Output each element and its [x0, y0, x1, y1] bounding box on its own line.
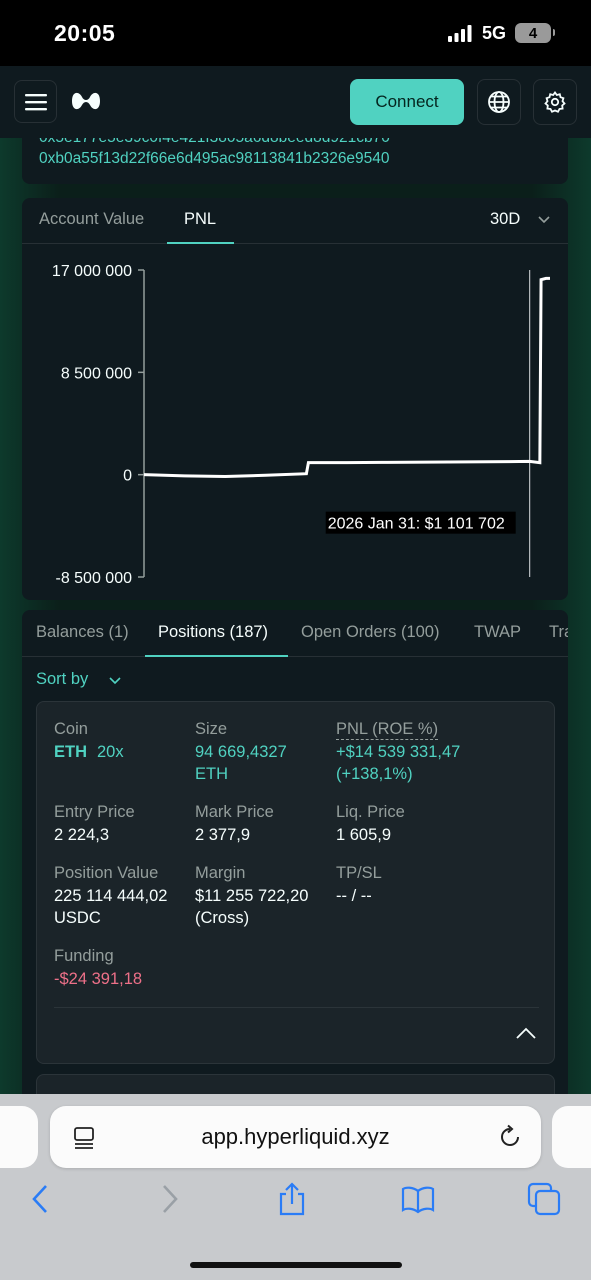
tpsl-value[interactable]: -- / -- — [336, 887, 372, 905]
chart-tooltip: 2026 Jan 31: $1 101 702 — [328, 516, 505, 533]
next-tab-pill[interactable] — [552, 1106, 591, 1168]
home-indicator — [190, 1262, 402, 1268]
battery-icon: 4 — [515, 23, 555, 43]
liq-price-value: 1 605,9 — [336, 826, 392, 844]
status-bar: 20:05 5G 4 — [0, 0, 591, 66]
positions-card: Balances (1) Positions (187) Open Orders… — [22, 610, 568, 1100]
tab-balances[interactable]: Balances (1) — [36, 623, 129, 641]
position-value-unit: USDC — [54, 909, 101, 927]
settings-button[interactable] — [533, 79, 577, 125]
position-value: 225 114 444,02 — [54, 887, 168, 905]
y-tick-label: 0 — [123, 468, 132, 485]
share-icon[interactable] — [275, 1182, 309, 1216]
funding-label: Funding — [54, 947, 114, 965]
margin-mode: (Cross) — [195, 909, 250, 927]
mark-price-value: 2 377,9 — [195, 826, 251, 844]
tab-positions[interactable]: Positions (187) — [158, 623, 269, 641]
address-bar[interactable]: app.hyperliquid.xyz — [50, 1106, 541, 1168]
funding-value: -$24 391,18 — [54, 970, 143, 988]
entry-price-label: Entry Price — [54, 803, 135, 821]
url-text[interactable]: app.hyperliquid.xyz — [201, 1124, 390, 1149]
globe-icon — [488, 91, 510, 113]
hyperliquid-logo[interactable] — [70, 88, 102, 114]
menu-icon — [24, 93, 47, 110]
mark-price-label: Mark Price — [195, 803, 274, 821]
chevron-down-icon[interactable] — [109, 675, 121, 685]
roe-value: (+138,1%) — [336, 765, 413, 783]
entry-price-value: 2 224,3 — [54, 826, 110, 844]
y-tick-label: 8 500 000 — [61, 365, 132, 382]
pnl-chart[interactable]: 17 000 000 8 500 000 0 -8 500 000 2026 Jan … — [22, 244, 568, 600]
pnl-label[interactable]: PNL (ROE %) — [336, 720, 439, 740]
position-row: Coin ETH 20x Size 94 669,4327 ETH PNL (R… — [36, 701, 555, 1064]
app-header: Connect — [0, 66, 591, 138]
size-unit: ETH — [195, 765, 228, 783]
cellular-signal-icon — [448, 25, 472, 42]
positions-tabs: Balances (1) Positions (187) Open Orders… — [22, 610, 568, 657]
position-value-label: Position Value — [54, 864, 159, 882]
size-label: Size — [195, 720, 228, 738]
sort-by-button[interactable]: Sort by — [36, 670, 89, 688]
y-tick-label: -8 500 000 — [55, 570, 132, 587]
y-tick-label: 17 000 000 — [52, 263, 132, 280]
margin-label: Margin — [195, 864, 246, 882]
menu-button[interactable] — [14, 80, 57, 123]
tab-trade-history[interactable]: Trade History — [549, 623, 568, 641]
active-tab-indicator — [145, 655, 288, 657]
size-value: 94 669,4327 — [195, 743, 287, 761]
liq-price-label: Liq. Price — [336, 803, 405, 821]
coin-label: Coin — [54, 720, 88, 738]
divider — [54, 1007, 539, 1008]
bookmarks-icon[interactable] — [401, 1182, 435, 1216]
address-card: 0x5e177e5e39c0f4e421f3805a6d8beed8d921cb… — [22, 138, 568, 184]
tab-twap[interactable]: TWAP — [474, 623, 522, 641]
margin-value: $11 255 722,20 — [195, 887, 309, 905]
tab-open-orders[interactable]: Open Orders (100) — [301, 623, 440, 641]
chart-tooltip-bg — [325, 511, 516, 534]
tab-pnl[interactable]: PNL — [184, 210, 217, 228]
tabs-icon[interactable] — [527, 1182, 561, 1216]
tpsl-label: TP/SL — [336, 864, 382, 882]
tab-account-value[interactable]: Account Value — [39, 210, 145, 228]
browser-chrome: app.hyperliquid.xyz — [0, 1094, 591, 1280]
address-line[interactable]: 0x5e177e5e39c0f4e421f3805a6d8beed8d921cb… — [39, 138, 390, 147]
coin-value[interactable]: ETH — [54, 743, 87, 761]
pnl-series-line — [143, 276, 550, 478]
previous-tab-pill[interactable] — [0, 1106, 38, 1168]
leverage-value: 20x — [97, 743, 124, 761]
reload-icon[interactable] — [497, 1124, 523, 1150]
status-time: 20:05 — [54, 20, 116, 46]
range-select[interactable]: 30D — [490, 210, 521, 228]
chevron-down-icon[interactable] — [538, 214, 550, 224]
page-menu-icon[interactable] — [72, 1125, 96, 1149]
pnl-value: +$14 539 331,47 — [336, 743, 461, 761]
chart-tabs: Account Value PNL 30D — [22, 198, 568, 244]
address-line[interactable]: 0xb0a55f13d22f66e6d495ac98113841b2326e95… — [39, 150, 390, 167]
pnl-chart-card: Account Value PNL 30D 17 000 000 8 500 00… — [22, 198, 568, 600]
forward-icon[interactable] — [152, 1182, 186, 1216]
back-icon[interactable] — [24, 1182, 58, 1216]
network-type: 5G — [482, 23, 507, 43]
chevron-up-icon[interactable] — [515, 1025, 537, 1041]
language-button[interactable] — [477, 79, 521, 125]
connect-button[interactable]: Connect — [350, 79, 464, 125]
gear-icon — [544, 90, 566, 113]
active-tab-indicator — [167, 242, 234, 244]
